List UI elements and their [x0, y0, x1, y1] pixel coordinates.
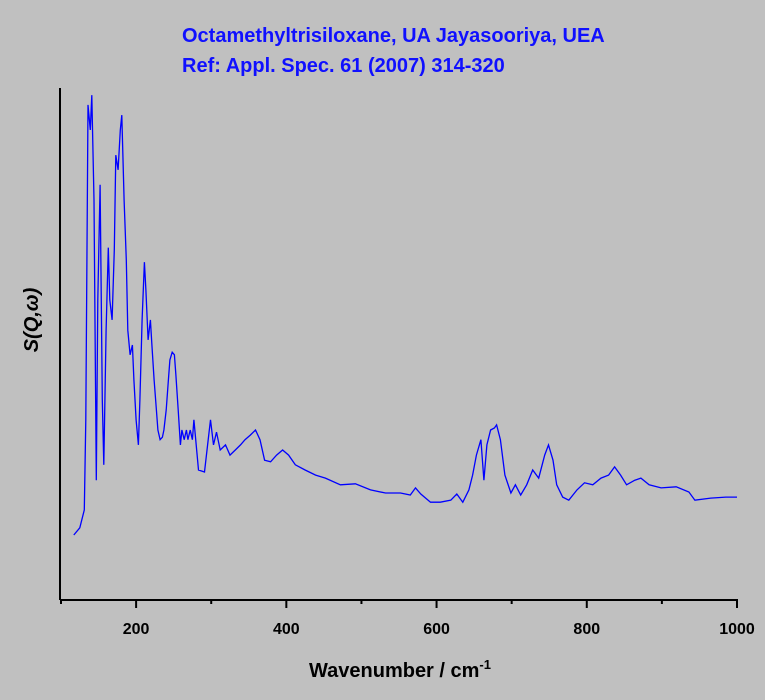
x-tick-label: 800	[573, 621, 600, 638]
x-axis-label-text: Wavenumber / cm	[309, 660, 479, 682]
chart-subtitle: Ref: Appl. Spec. 61 (2007) 314-320	[182, 55, 505, 77]
y-axis-label: S(Q,ω)	[21, 287, 43, 352]
x-tick-label: 600	[423, 621, 450, 638]
x-tick-label: 1000	[719, 621, 755, 638]
x-tick-label: 400	[273, 621, 300, 638]
x-axis-label-sup: -1	[479, 657, 491, 672]
spectrum-line	[73, 95, 737, 536]
x-tick-label: 200	[123, 621, 150, 638]
x-axis-label: Wavenumber / cm-1	[309, 657, 491, 682]
chart-title: Octamethyltrisiloxane, UA Jayasooriya, U…	[182, 25, 605, 47]
